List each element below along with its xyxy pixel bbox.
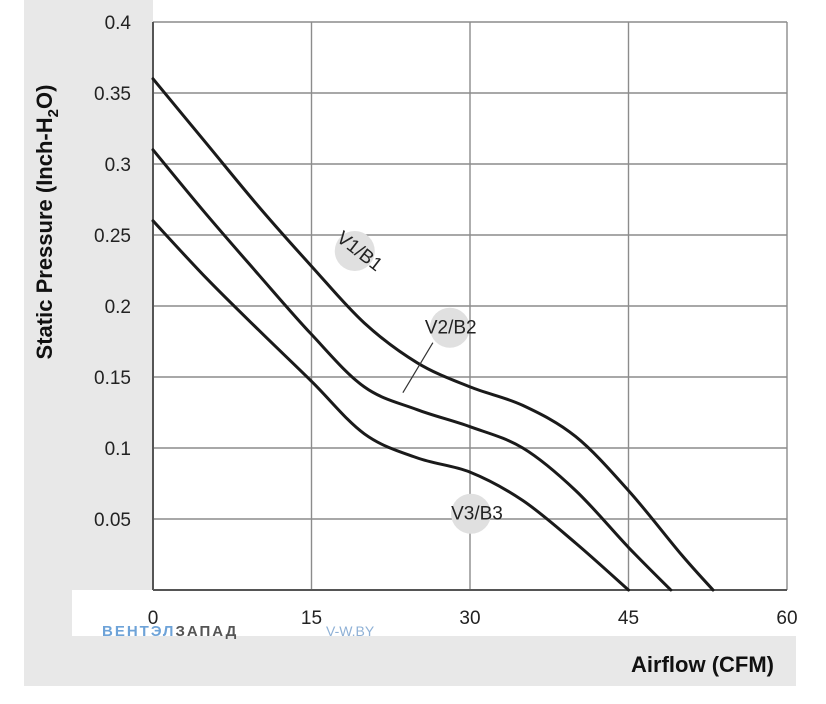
curve-label-marker: [334, 231, 375, 272]
x-tick-area: [72, 590, 796, 636]
x-tick-label: 60: [776, 608, 797, 629]
y-tick-label: 0.35: [94, 84, 131, 105]
y-tick-label: 0.05: [94, 510, 131, 531]
watermark-brand: ВЕНТЭЛЗАПАД: [102, 623, 238, 640]
y-tick-label: 0.2: [105, 297, 131, 318]
series: [151, 77, 715, 592]
watermark-brand-part1: ВЕНТЭЛ: [102, 623, 175, 640]
x-tick-label: 45: [618, 608, 639, 629]
curve-label: V3/B3: [451, 504, 503, 525]
y-axis-title: Static Pressure (Inch-H2O): [32, 85, 62, 360]
watermark-site: V-W.BY: [326, 623, 375, 639]
label-markers: [334, 231, 491, 534]
v2-label-leader: [402, 342, 434, 394]
y-tick-label: 0.4: [105, 13, 132, 34]
y-tick-label: 0.1: [105, 439, 131, 460]
x-axis-ticks: 0 15 30 45 60: [148, 608, 798, 629]
y-label-band: [24, 0, 153, 640]
y-tick-label: 0.3: [105, 155, 131, 176]
x-axis-title: Airflow (CFM): [631, 652, 774, 677]
curve-label: V2/B2: [425, 318, 477, 339]
curve-label-marker: [451, 493, 491, 534]
series-line-v3-b3: [151, 219, 630, 592]
y-axis-title-main: Static Pressure (Inch-H: [32, 117, 57, 359]
x-tick-label: 15: [301, 608, 322, 629]
x-label-band: [24, 636, 796, 686]
y-axis-ticks: 0.05 0.1 0.15 0.2 0.25 0.3 0.35 0.4: [94, 13, 131, 531]
curve-label-marker: [429, 307, 470, 348]
y-axis-title-subscript: 2: [45, 109, 62, 117]
watermark-brand-part2: ЗАПАД: [175, 623, 238, 640]
y-tick-label: 0.25: [94, 226, 131, 247]
label-leaders: [402, 342, 434, 394]
x-tick-label: 0: [148, 608, 159, 629]
x-tick-label: 30: [459, 608, 480, 629]
series-line-v2-b2: [151, 148, 673, 592]
series-line-v1-b1: [151, 77, 715, 592]
y-axis-title-end: O): [32, 85, 57, 109]
y-tick-label: 0.15: [94, 368, 131, 389]
